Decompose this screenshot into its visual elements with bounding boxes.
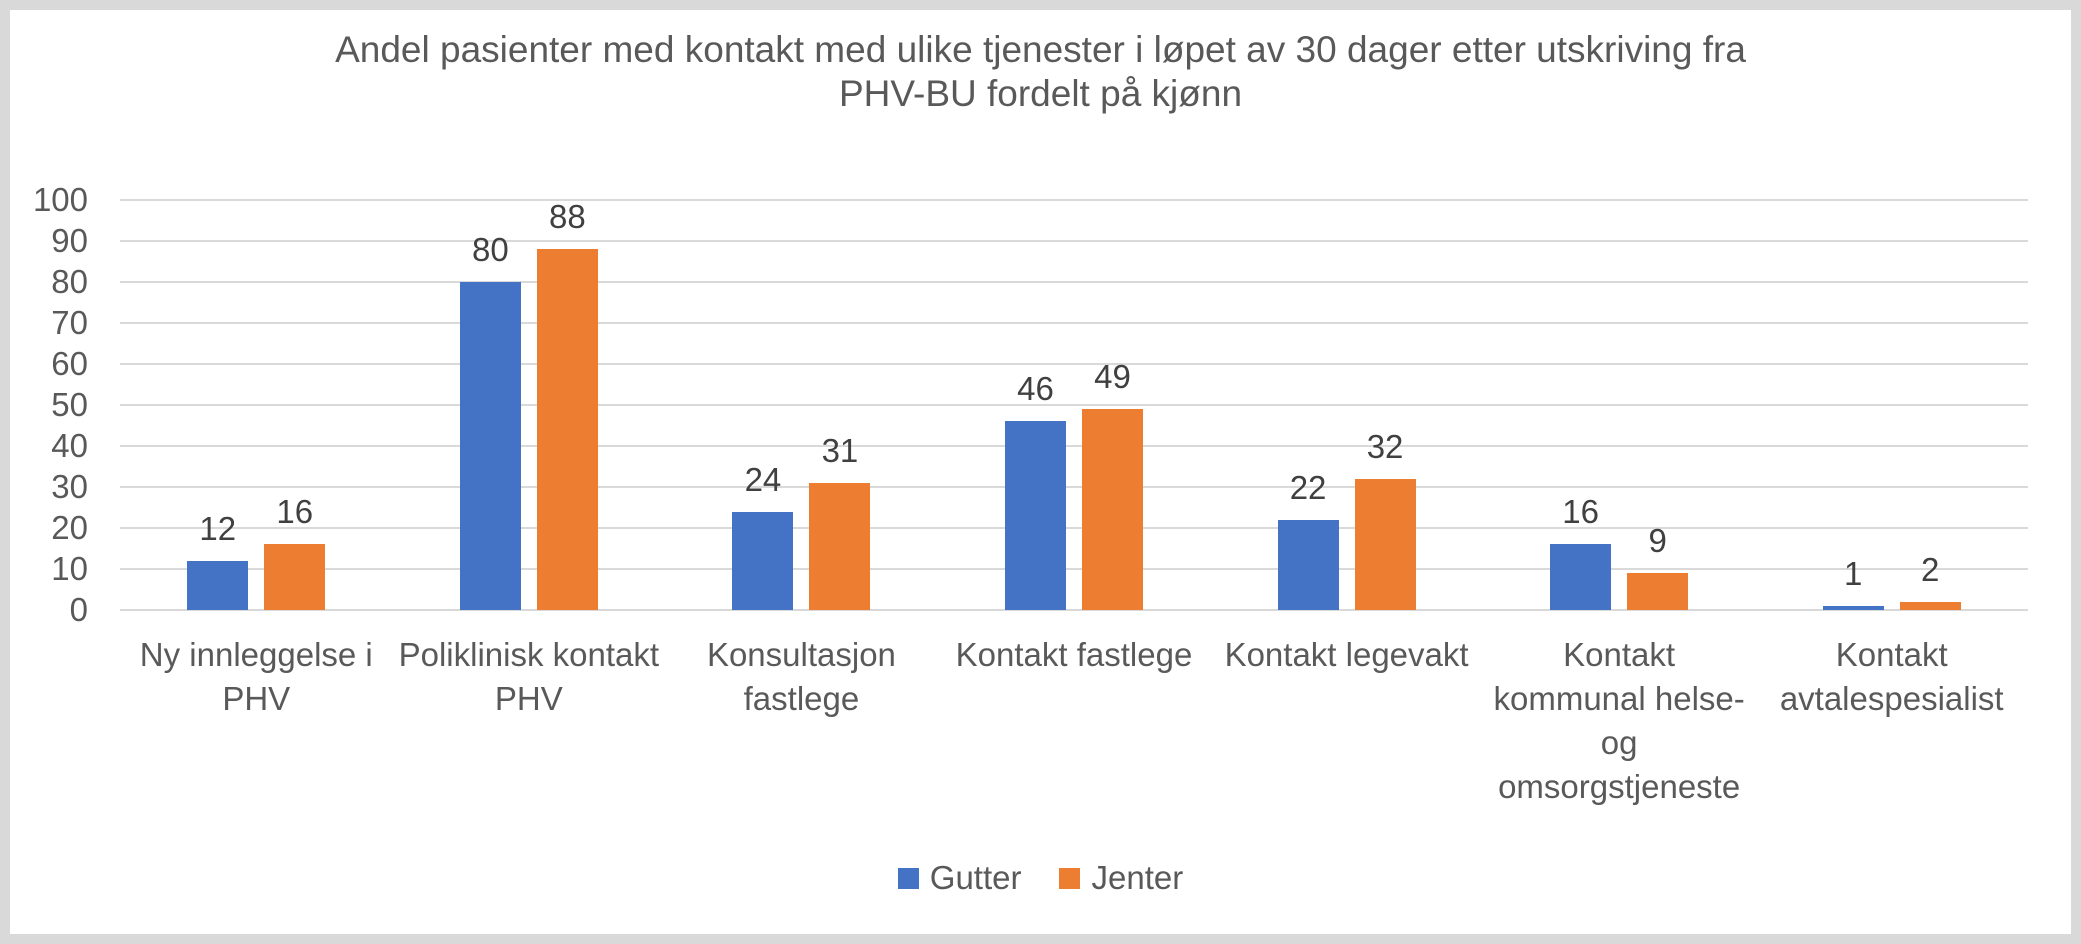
data-label-gutter-6: 16	[1562, 493, 1599, 531]
bars-layer: 12 16 80 88 24 31 46 49 22 32 16 9 1 2	[120, 198, 2028, 610]
y-axis-tick-label: 80	[51, 263, 88, 300]
bar-gutter-6	[1550, 544, 1612, 610]
data-label-jenter-7: 2	[1921, 550, 1940, 588]
data-label-gutter-1: 12	[199, 509, 237, 547]
data-label-jenter-4: 49	[1094, 358, 1131, 396]
data-label-jenter-5: 32	[1366, 427, 1404, 465]
data-label-jenter-1: 16	[276, 493, 314, 531]
data-label-jenter-2: 88	[548, 198, 586, 236]
gridline	[120, 404, 2028, 406]
y-axis-tick-label: 20	[51, 509, 88, 546]
y-axis-tick-label: 60	[51, 345, 88, 382]
data-label-gutter-5: 22	[1289, 468, 1327, 506]
gridline	[120, 281, 2028, 283]
data-label-gutter-4: 46	[1017, 370, 1054, 408]
legend-label: Jenter	[1091, 859, 1184, 896]
y-axis-tick-label: 90	[51, 222, 88, 259]
chart-title: Andel pasienter med kontakt med ulike tj…	[335, 29, 1746, 114]
x-axis-category-label: Kontakt kommunal helse- og omsorgstjenes…	[1493, 636, 1745, 805]
y-axis-tick-label: 70	[51, 304, 88, 341]
legend: Gutter Jenter	[0, 856, 2081, 900]
x-axis-category-label: Kontakt legevakt	[1224, 636, 1469, 673]
gridline	[120, 199, 2028, 202]
bar-gutter-3	[732, 511, 794, 610]
x-axis-category-label: Poliklinisk kontakt PHV	[398, 636, 660, 717]
gridline	[120, 568, 2028, 570]
bar-jenter-1	[264, 544, 326, 610]
gridline	[120, 322, 2028, 324]
y-axis-tick-label: 100	[32, 181, 88, 218]
gridline	[120, 609, 2028, 611]
x-axis-category-label: Konsultasjon fastlege	[706, 636, 896, 717]
bar-jenter-3	[809, 482, 871, 610]
bar-jenter-6	[1627, 573, 1689, 610]
x-axis-category-label: Kontakt avtalespesialist	[1779, 636, 2004, 717]
data-label-jenter-6: 9	[1648, 522, 1667, 560]
y-axis-tick-label: 50	[51, 386, 88, 423]
data-label-gutter-7: 1	[1844, 554, 1863, 592]
gridline	[120, 486, 2028, 488]
bar-jenter-2	[536, 249, 598, 610]
data-label-jenter-3: 31	[821, 431, 859, 469]
bar-gutter-2	[459, 282, 521, 610]
legend-item-jenter: Jenter	[1059, 856, 1183, 900]
x-axis-category-label: Kontakt fastlege	[955, 636, 1193, 673]
legend-item-gutter: Gutter	[897, 856, 1022, 900]
plot-area: 12 16 80 88 24 31 46 49 22 32 16 9 1 2	[120, 198, 2028, 611]
data-label-gutter-3: 24	[744, 460, 782, 498]
bar-gutter-1	[187, 560, 249, 610]
gridline	[120, 363, 2028, 365]
bar-gutter-4	[1005, 421, 1066, 610]
y-axis-tick-label: 10	[51, 550, 88, 587]
data-label-gutter-2: 80	[471, 231, 509, 268]
gridline	[120, 240, 2028, 242]
bar-jenter-4	[1082, 409, 1143, 610]
gridline	[120, 445, 2028, 447]
bar-jenter-5	[1354, 478, 1416, 610]
gridline	[120, 527, 2028, 529]
y-axis-tick-label: 0	[69, 591, 88, 628]
legend-label: Gutter	[929, 859, 1022, 896]
y-axis-tick-label: 30	[51, 468, 88, 505]
y-axis-tick-label: 40	[51, 427, 88, 464]
bar-jenter-7	[1899, 601, 1961, 610]
y-axis: 0 10 20 30 40 50 60 70 80 90 100	[0, 181, 88, 628]
legend-swatch-icon	[1059, 867, 1081, 889]
bar-gutter-7	[1822, 605, 1884, 610]
bar-gutter-5	[1277, 519, 1339, 610]
x-axis: Ny innleggelse i PHV Poliklinisk kontakt …	[120, 633, 2028, 853]
legend-swatch-icon	[897, 867, 919, 889]
x-axis-category-label: Ny innleggelse i PHV	[139, 636, 373, 717]
